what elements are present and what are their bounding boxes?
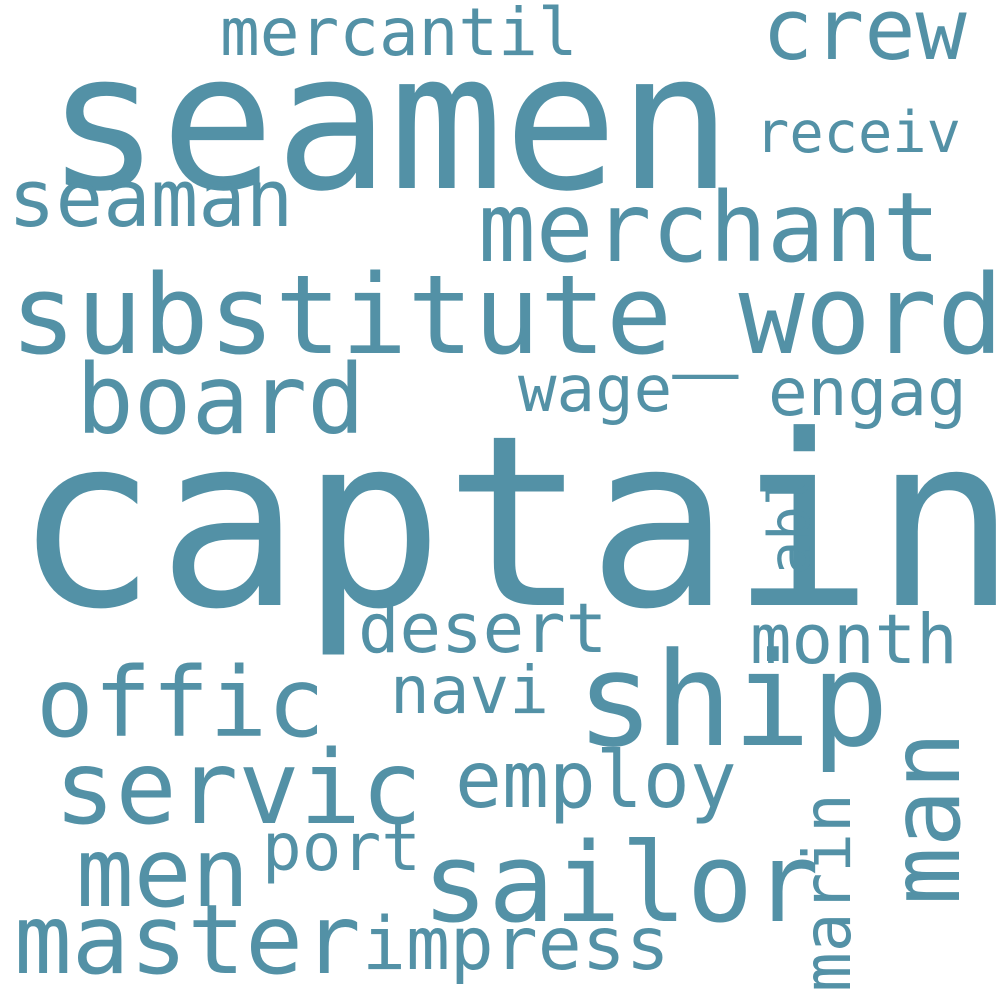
word-seamen: seamen xyxy=(46,12,733,233)
word-engag: engag xyxy=(768,354,967,431)
word-port: port xyxy=(262,809,421,886)
word-impress: impress xyxy=(362,902,670,987)
word-board: board xyxy=(76,344,365,456)
word-navi: navi xyxy=(390,652,549,729)
word-abl: abl xyxy=(757,472,823,575)
word-servic: servic xyxy=(54,729,423,848)
word-crew: crew xyxy=(762,0,967,80)
word-employ: employ xyxy=(455,736,737,826)
word-man: man xyxy=(870,731,982,905)
word-mercantil: mercantil xyxy=(220,0,578,71)
word-offic: offic xyxy=(36,647,325,759)
word-master: master xyxy=(14,884,361,996)
word-substitute-word: substitute_word xyxy=(10,251,1000,379)
word-seaman: seaman xyxy=(8,153,294,245)
word-men: men xyxy=(76,817,250,929)
word-month: month xyxy=(750,600,958,680)
word-captain: captain xyxy=(14,385,1000,662)
word-sailor: sailor xyxy=(422,819,820,947)
word-desert: desert xyxy=(358,589,608,669)
word-ship: ship xyxy=(576,624,890,776)
word-wage: wage xyxy=(518,353,673,427)
word-merchant: merchant xyxy=(478,172,941,284)
word-receiv: receiv xyxy=(755,100,961,166)
